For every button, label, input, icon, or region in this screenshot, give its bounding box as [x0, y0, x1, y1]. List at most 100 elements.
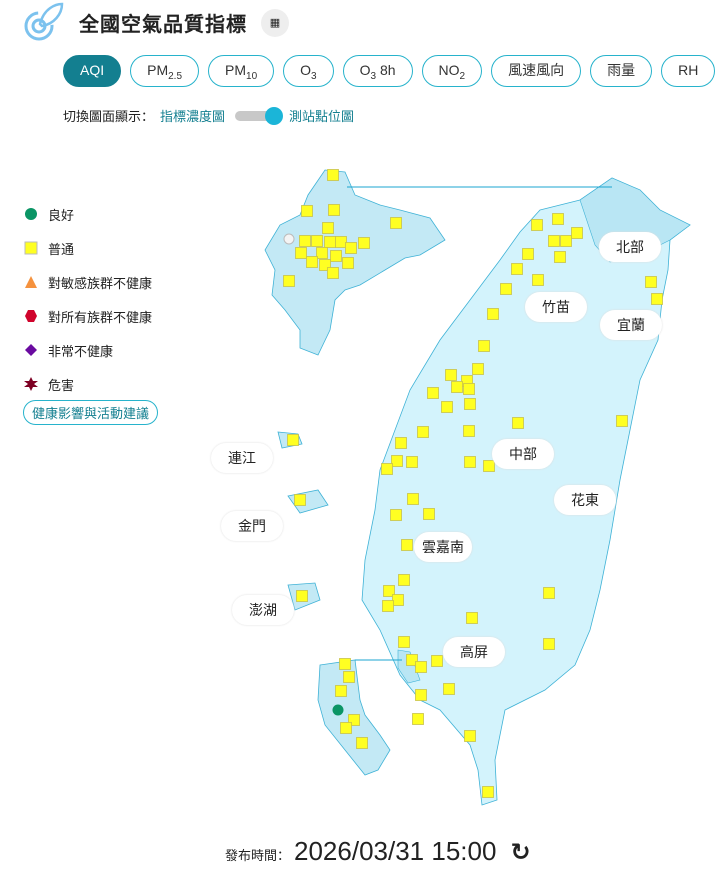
station-moderate[interactable]: [482, 786, 494, 798]
station-moderate[interactable]: [531, 219, 543, 231]
station-moderate[interactable]: [345, 242, 357, 254]
station-moderate[interactable]: [464, 730, 476, 742]
display-toggle[interactable]: [235, 106, 284, 125]
switch-option-stations[interactable]: 測站點位圖: [289, 110, 355, 125]
station-moderate[interactable]: [483, 460, 495, 472]
station-moderate[interactable]: [324, 236, 336, 248]
station-moderate[interactable]: [382, 600, 394, 612]
refresh-icon[interactable]: ↻: [510, 838, 531, 866]
station-moderate[interactable]: [554, 251, 566, 263]
station-moderate[interactable]: [487, 308, 499, 320]
station-moderate[interactable]: [392, 594, 404, 606]
station-moderate[interactable]: [283, 275, 295, 287]
station-moderate[interactable]: [511, 263, 523, 275]
station-moderate[interactable]: [441, 401, 453, 413]
calculator-icon[interactable]: ▦: [261, 9, 289, 37]
tab-6[interactable]: 風速風向: [491, 55, 582, 87]
tab-1[interactable]: PM2.5: [130, 55, 200, 87]
station-moderate[interactable]: [543, 587, 555, 599]
region-yilan[interactable]: 宜蘭: [600, 310, 662, 340]
station-moderate[interactable]: [287, 434, 299, 446]
station-moderate[interactable]: [335, 236, 347, 248]
tab-8[interactable]: RH: [661, 55, 716, 87]
station-moderate[interactable]: [335, 685, 347, 697]
station-moderate[interactable]: [295, 247, 307, 259]
station-moderate[interactable]: [340, 722, 352, 734]
switch-option-concentration[interactable]: 指標濃度圖: [160, 110, 226, 125]
station-moderate[interactable]: [390, 509, 402, 521]
region-huadong[interactable]: 花東: [554, 485, 616, 515]
station-moderate[interactable]: [311, 235, 323, 247]
station-moderate[interactable]: [616, 415, 628, 427]
station-moderate[interactable]: [339, 658, 351, 670]
tab-7[interactable]: 雨量: [590, 55, 653, 87]
station-moderate[interactable]: [478, 340, 490, 352]
station-moderate[interactable]: [571, 227, 583, 239]
station-moderate[interactable]: [327, 267, 339, 279]
station-moderate[interactable]: [463, 383, 475, 395]
station-moderate[interactable]: [406, 654, 418, 666]
station-moderate[interactable]: [391, 455, 403, 467]
region-north[interactable]: 北部: [599, 232, 661, 262]
region-gaoping[interactable]: 高屏: [443, 637, 505, 667]
station-moderate[interactable]: [390, 217, 402, 229]
station-moderate[interactable]: [451, 381, 463, 393]
station-moderate[interactable]: [431, 655, 443, 667]
station-moderate[interactable]: [395, 437, 407, 449]
station-moderate[interactable]: [417, 426, 429, 438]
station-moderate[interactable]: [406, 456, 418, 468]
region-zhumiao[interactable]: 竹苗: [525, 292, 587, 322]
station-moderate[interactable]: [381, 463, 393, 475]
station-moderate[interactable]: [383, 585, 395, 597]
station-moderate[interactable]: [301, 205, 313, 217]
station-moderate[interactable]: [299, 235, 311, 247]
station-moderate[interactable]: [319, 259, 331, 271]
region-kinmen[interactable]: 金門: [221, 511, 283, 541]
station-moderate[interactable]: [552, 213, 564, 225]
station-moderate[interactable]: [464, 398, 476, 410]
station-moderate[interactable]: [472, 363, 484, 375]
tab-2[interactable]: PM10: [208, 55, 275, 87]
tab-0[interactable]: AQI: [63, 55, 122, 87]
tab-5[interactable]: NO2: [421, 55, 483, 87]
station-moderate[interactable]: [522, 248, 534, 260]
station-moderate[interactable]: [560, 235, 572, 247]
station-moderate[interactable]: [445, 369, 457, 381]
station-moderate[interactable]: [327, 169, 339, 181]
station-moderate[interactable]: [330, 250, 342, 262]
station-moderate[interactable]: [398, 574, 410, 586]
tab-3[interactable]: O3: [283, 55, 334, 87]
station-moderate[interactable]: [343, 671, 355, 683]
station-good[interactable]: [332, 704, 344, 716]
station-moderate[interactable]: [427, 387, 439, 399]
station-moderate[interactable]: [415, 689, 427, 701]
region-penghu[interactable]: 澎湖: [232, 595, 294, 625]
station-moderate[interactable]: [415, 661, 427, 673]
station-moderate[interactable]: [294, 494, 306, 506]
station-moderate[interactable]: [358, 237, 370, 249]
station-moderate[interactable]: [356, 737, 368, 749]
station-moderate[interactable]: [348, 714, 360, 726]
station-moderate[interactable]: [316, 247, 328, 259]
station-moderate[interactable]: [407, 493, 419, 505]
station-moderate[interactable]: [543, 638, 555, 650]
station-moderate[interactable]: [463, 425, 475, 437]
station-moderate[interactable]: [464, 456, 476, 468]
station-moderate[interactable]: [296, 590, 308, 602]
station-moderate[interactable]: [412, 713, 424, 725]
station-moderate[interactable]: [306, 256, 318, 268]
station-offline[interactable]: [283, 233, 295, 245]
region-central[interactable]: 中部: [492, 439, 554, 469]
station-moderate[interactable]: [328, 204, 340, 216]
station-moderate[interactable]: [322, 222, 334, 234]
station-moderate[interactable]: [512, 417, 524, 429]
station-moderate[interactable]: [500, 283, 512, 295]
station-moderate[interactable]: [443, 683, 455, 695]
station-moderate[interactable]: [651, 293, 663, 305]
station-moderate[interactable]: [532, 274, 544, 286]
station-moderate[interactable]: [401, 539, 413, 551]
station-moderate[interactable]: [645, 276, 657, 288]
tab-4[interactable]: O3 8h: [342, 55, 413, 87]
station-moderate[interactable]: [423, 508, 435, 520]
station-moderate[interactable]: [466, 612, 478, 624]
